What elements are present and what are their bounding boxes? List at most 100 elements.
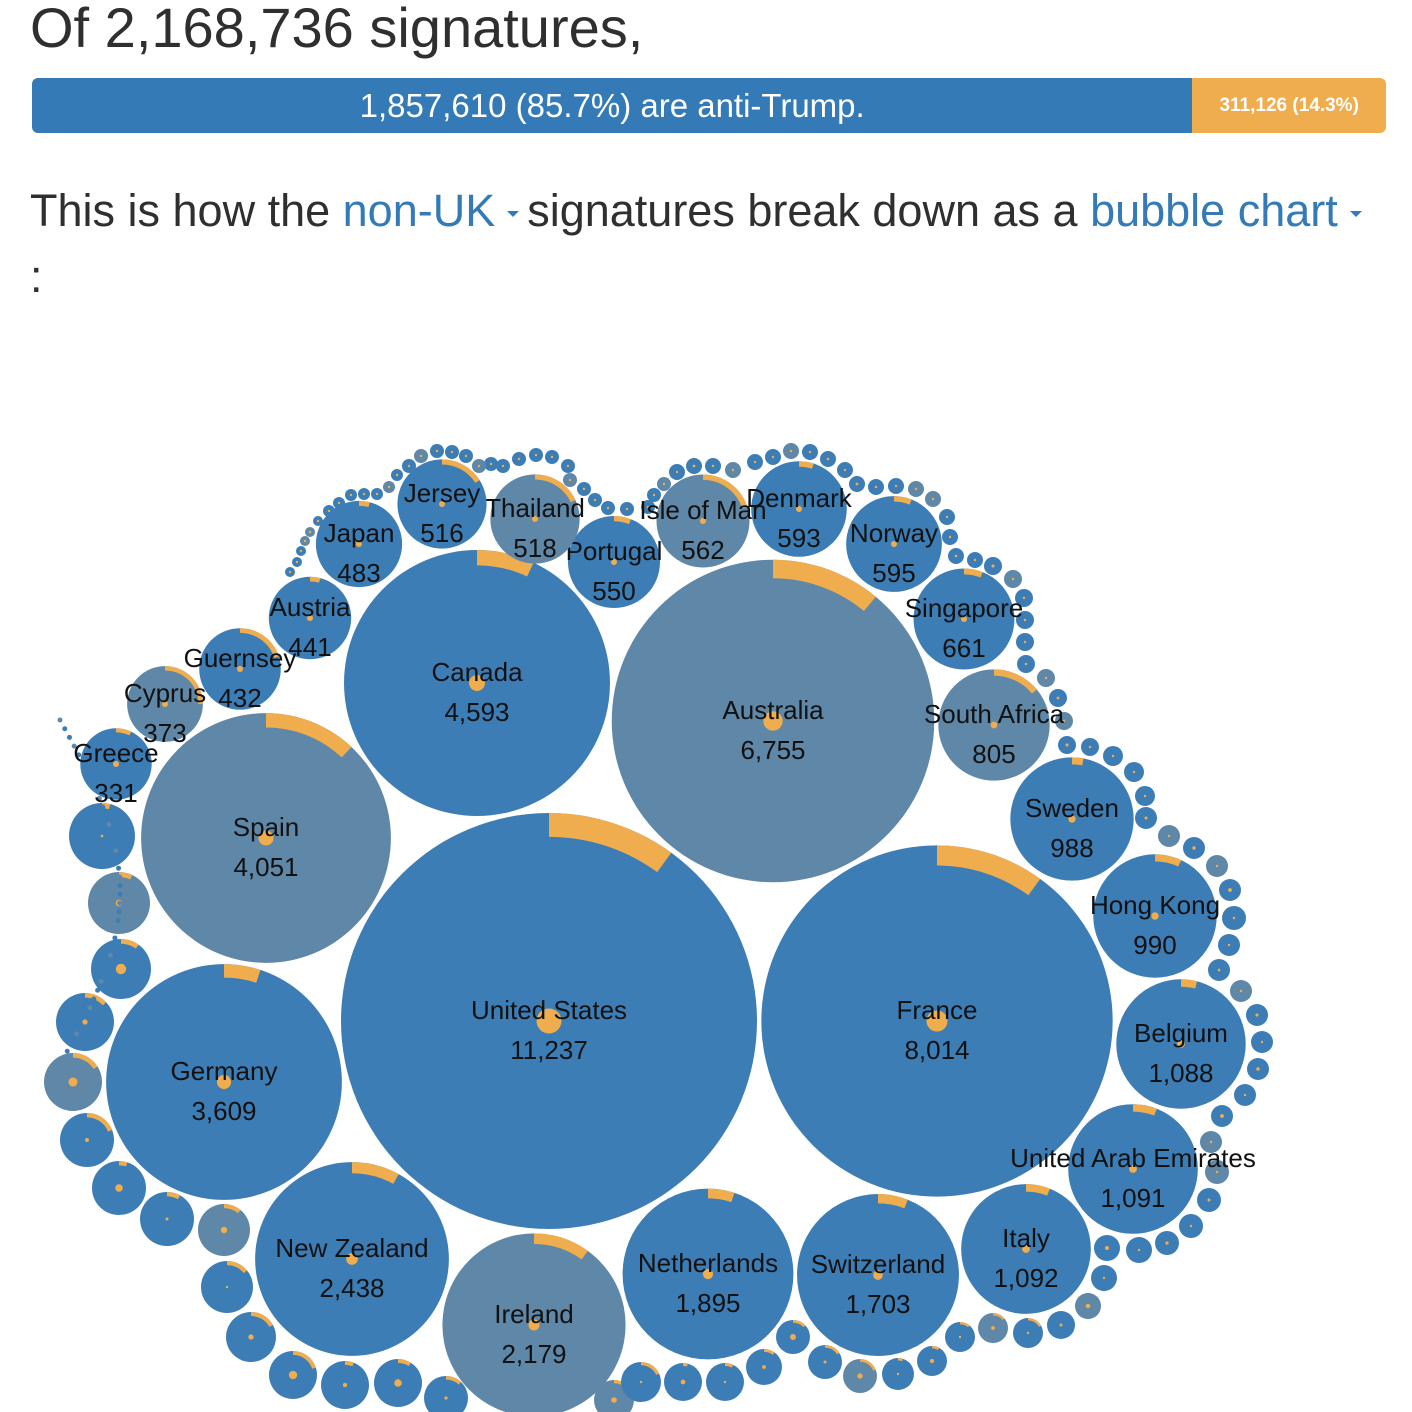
- view-dropdown[interactable]: bubble chart: [1090, 185, 1370, 236]
- tiny-bubble: [111, 839, 117, 845]
- headline: Of 2,168,736 signatures,: [30, 0, 644, 59]
- country-bubble: Netherlands 1,895: [622, 1188, 794, 1360]
- small-bubble-pro-arc: [293, 1351, 316, 1369]
- country-value: 4,593: [444, 697, 509, 727]
- small-bubble-pro-dot: [477, 464, 481, 468]
- country-bubble: Spain 4,051: [141, 713, 391, 963]
- tiny-bubble: [103, 813, 109, 819]
- pro-trump-arc: [224, 964, 261, 983]
- small-bubble-pro-dot: [349, 493, 353, 497]
- small-bubble-pro-dot: [652, 493, 656, 497]
- small-bubble-pro-dot: [896, 1372, 900, 1376]
- small-bubble-pro-dot: [248, 1334, 254, 1340]
- small-bubble-pro-dot: [874, 485, 878, 489]
- small-bubble-pro-dot: [646, 505, 650, 509]
- small-bubble-pro-dot: [308, 530, 312, 534]
- country-label: Isle of Man: [639, 495, 766, 525]
- small-bubble-pro-arc: [683, 1363, 688, 1367]
- country-label: United Arab Emirates: [1010, 1143, 1256, 1173]
- pro-trump-arc: [534, 1233, 588, 1260]
- tiny-bubble: [76, 752, 82, 758]
- country-bubble: Italy 1,092: [961, 1184, 1091, 1314]
- small-bubble-pro-dot: [568, 478, 572, 482]
- country-label: New Zealand: [275, 1233, 428, 1263]
- small-bubble-pro-dot: [1144, 816, 1148, 820]
- country-label: Thailand: [485, 493, 585, 523]
- pro-trump-arc: [549, 813, 672, 873]
- small-bubble-pro-dot: [1137, 1248, 1141, 1252]
- country-bubble: Ireland 2,179: [442, 1233, 626, 1412]
- small-bubble-pro-dot: [1065, 743, 1069, 747]
- pro-trump-arc: [266, 713, 352, 758]
- country-label: Netherlands: [638, 1248, 778, 1278]
- tiny-bubble: [87, 1005, 93, 1011]
- pro-trump-arc: [535, 474, 576, 503]
- small-bubble-pro-arc: [825, 1345, 840, 1355]
- sentence-end: :: [30, 251, 43, 302]
- country-label: Germany: [171, 1056, 278, 1086]
- small-bubble-pro-dot: [1102, 1276, 1106, 1280]
- tiny-bubble: [96, 795, 102, 801]
- country-value: 3,609: [191, 1096, 256, 1126]
- pro-trump-dot: [763, 711, 783, 731]
- country-value: 2,179: [501, 1339, 566, 1369]
- country-value: 6,755: [740, 735, 805, 765]
- small-bubble-pro-dot: [1143, 794, 1147, 798]
- small-bubble-pro-arc: [932, 1346, 940, 1350]
- country-label: Sweden: [1025, 793, 1119, 823]
- small-bubble-pro-dot: [395, 473, 399, 477]
- country-label: Japan: [324, 518, 395, 548]
- small-bubble-pro-dot: [1256, 1067, 1260, 1071]
- country-value: 805: [972, 739, 1015, 769]
- small-bubble-pro-dot: [1232, 916, 1236, 920]
- small-bubble-pro-dot: [808, 450, 812, 454]
- small-bubble-pro-dot: [1111, 754, 1115, 758]
- country-bubble: Greece 331: [73, 728, 159, 808]
- country-value: 483: [337, 558, 380, 588]
- small-bubble-pro-dot: [444, 1396, 448, 1400]
- pro-trump-arc: [937, 845, 1041, 896]
- country-label: Jersey: [404, 478, 481, 508]
- filter-dropdown[interactable]: non-UK: [343, 185, 528, 236]
- small-bubble-pro-dot: [675, 470, 679, 474]
- country-bubble: Japan 483: [315, 500, 403, 588]
- small-bubble-pro-dot: [387, 485, 391, 489]
- country-value: 988: [1050, 833, 1093, 863]
- tiny-bubble: [110, 944, 116, 950]
- country-label: United States: [471, 995, 627, 1025]
- tiny-bubble: [95, 987, 101, 993]
- pro-trump-arc: [703, 474, 748, 509]
- country-bubble: Guernsey 432: [184, 628, 296, 713]
- small-bubble-pro-dot: [823, 1360, 827, 1364]
- small-bubble-pro-dot: [1207, 1198, 1211, 1202]
- pro-trump-arc: [614, 515, 631, 525]
- country-label: Ireland: [494, 1299, 574, 1329]
- small-bubble-pro-dot: [299, 549, 303, 553]
- small-bubble-pro-arc: [725, 1363, 734, 1368]
- country-label: Austria: [270, 592, 351, 622]
- small-bubble-pro-arc: [960, 1322, 970, 1328]
- small-bubble-pro-dot: [1192, 846, 1196, 850]
- pro-trump-arc: [1181, 979, 1198, 989]
- pro-trump-dot: [702, 1268, 714, 1280]
- tiny-bubble: [64, 1048, 70, 1054]
- filter-dropdown-label: non-UK: [342, 185, 496, 236]
- country-bubble: France 8,014: [761, 845, 1113, 1197]
- pro-trump-arc: [964, 568, 983, 578]
- small-bubble-pro-arc: [860, 1359, 876, 1371]
- country-bubble: Sweden 988: [1010, 757, 1134, 881]
- country-value: 1,088: [1148, 1058, 1213, 1088]
- tiny-bubble: [69, 1040, 75, 1046]
- country-label: Portugal: [566, 536, 663, 566]
- small-bubble-pro-dot: [606, 506, 610, 510]
- small-bubble-pro-dot: [611, 1397, 617, 1403]
- small-bubble-pro-dot: [826, 457, 830, 461]
- small-bubble-pro-dot: [337, 501, 341, 505]
- small-bubble-pro-dot: [1239, 989, 1243, 993]
- small-bubble-pro-arc: [764, 1349, 775, 1355]
- small-bubble-pro-dot: [303, 539, 307, 543]
- country-bubble: Canada 4,593: [344, 550, 610, 816]
- small-bubble-pro-dot: [1215, 1170, 1219, 1174]
- small-bubble-pro-dot: [435, 449, 439, 453]
- small-bubble-pro-dot: [85, 1138, 89, 1142]
